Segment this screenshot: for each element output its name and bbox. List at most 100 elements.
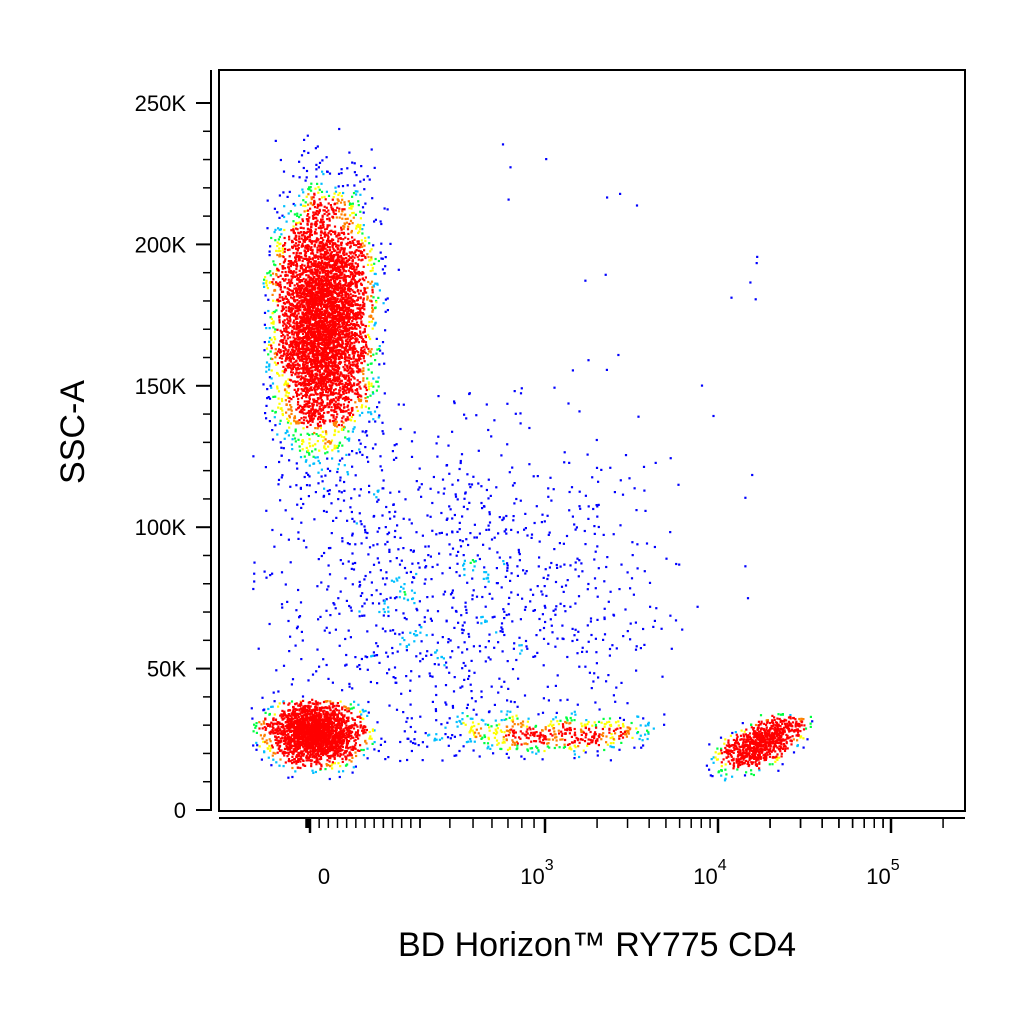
event-point bbox=[332, 602, 335, 605]
event-point bbox=[355, 389, 359, 392]
event-point bbox=[619, 192, 622, 195]
event-point bbox=[356, 388, 359, 391]
event-point bbox=[308, 412, 311, 415]
event-point bbox=[594, 740, 598, 743]
event-point bbox=[551, 738, 555, 741]
event-point bbox=[540, 741, 543, 744]
event-point bbox=[463, 497, 466, 500]
event-point bbox=[328, 240, 331, 243]
event-point bbox=[317, 257, 320, 261]
event-point bbox=[724, 768, 727, 771]
event-point bbox=[278, 374, 281, 377]
event-point bbox=[413, 591, 416, 594]
event-point bbox=[363, 728, 366, 731]
event-point bbox=[287, 619, 290, 623]
event-point bbox=[334, 249, 337, 252]
event-point bbox=[799, 719, 802, 723]
event-point bbox=[573, 739, 576, 743]
event-point bbox=[734, 739, 737, 742]
event-point bbox=[279, 281, 282, 284]
event-point bbox=[776, 758, 779, 761]
event-point bbox=[320, 231, 323, 234]
event-point bbox=[305, 274, 308, 277]
event-point bbox=[588, 727, 591, 730]
event-point bbox=[569, 564, 572, 567]
event-point bbox=[634, 648, 638, 651]
event-point bbox=[261, 696, 264, 699]
event-point bbox=[552, 488, 555, 491]
event-point bbox=[328, 573, 332, 576]
event-point bbox=[478, 644, 481, 648]
event-point bbox=[393, 444, 396, 447]
event-point bbox=[352, 747, 355, 750]
event-point bbox=[632, 593, 635, 596]
event-point bbox=[580, 729, 583, 732]
event-point bbox=[269, 274, 272, 277]
event-point bbox=[342, 403, 345, 406]
event-point bbox=[343, 389, 346, 392]
event-point bbox=[764, 757, 767, 760]
event-point bbox=[269, 245, 272, 248]
event-point bbox=[730, 754, 733, 757]
event-point bbox=[349, 347, 352, 350]
event-point bbox=[349, 202, 352, 205]
event-point bbox=[269, 316, 272, 319]
event-point bbox=[331, 761, 334, 764]
event-point bbox=[295, 287, 298, 290]
event-point bbox=[336, 248, 340, 251]
event-point bbox=[453, 754, 456, 757]
event-point bbox=[475, 728, 478, 731]
event-point bbox=[351, 534, 354, 537]
event-point bbox=[291, 293, 294, 296]
event-point bbox=[501, 518, 504, 522]
event-point bbox=[751, 762, 754, 765]
event-point bbox=[313, 518, 316, 521]
event-point bbox=[275, 274, 278, 277]
event-point bbox=[285, 364, 288, 367]
event-point bbox=[299, 497, 303, 500]
event-point bbox=[353, 351, 357, 354]
event-point bbox=[744, 565, 747, 568]
event-point bbox=[284, 367, 287, 370]
event-point bbox=[337, 762, 340, 765]
event-point bbox=[267, 343, 271, 346]
event-point bbox=[595, 726, 598, 729]
event-point bbox=[342, 753, 345, 756]
event-point bbox=[287, 434, 290, 437]
event-point bbox=[263, 733, 266, 736]
event-point bbox=[289, 408, 292, 411]
event-point bbox=[290, 371, 293, 374]
event-point bbox=[509, 579, 512, 582]
event-point bbox=[405, 646, 408, 649]
event-point bbox=[779, 750, 782, 753]
event-point bbox=[298, 232, 301, 235]
event-point bbox=[263, 570, 266, 573]
event-point bbox=[304, 405, 307, 408]
event-point bbox=[335, 235, 338, 238]
event-point bbox=[293, 319, 296, 322]
event-point bbox=[269, 574, 272, 577]
event-point bbox=[281, 751, 284, 754]
event-point bbox=[351, 267, 354, 270]
event-point bbox=[364, 236, 367, 240]
event-point bbox=[288, 397, 291, 400]
event-point bbox=[741, 763, 744, 766]
event-point bbox=[381, 514, 384, 517]
event-point bbox=[600, 738, 603, 741]
event-point bbox=[371, 729, 374, 732]
event-point bbox=[256, 744, 259, 747]
event-point bbox=[785, 719, 788, 722]
event-point bbox=[282, 712, 285, 715]
event-point bbox=[312, 398, 315, 401]
event-point bbox=[405, 675, 408, 678]
event-point bbox=[642, 465, 646, 468]
event-point bbox=[409, 725, 412, 729]
event-point bbox=[619, 727, 622, 730]
event-point bbox=[299, 760, 302, 763]
event-point bbox=[472, 731, 475, 734]
event-point bbox=[475, 616, 478, 619]
event-point bbox=[316, 239, 319, 242]
event-point bbox=[295, 238, 298, 241]
event-point bbox=[293, 287, 296, 290]
event-point bbox=[276, 739, 279, 742]
